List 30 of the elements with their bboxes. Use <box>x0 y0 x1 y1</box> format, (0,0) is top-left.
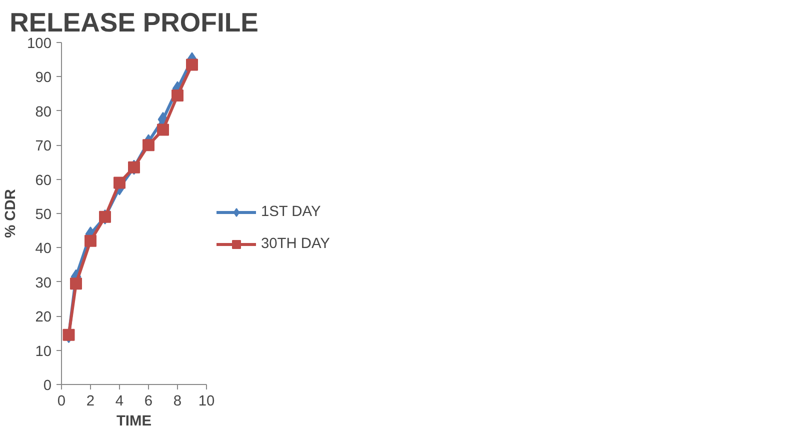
legend-label: 1ST DAY <box>261 204 321 220</box>
y-axis-title: % CDR <box>3 188 20 238</box>
x-tick-label: 6 <box>144 394 153 410</box>
y-tick-label: 80 <box>35 104 52 120</box>
point <box>186 58 198 71</box>
y-tick-label: 60 <box>35 172 52 189</box>
y-tick-label: 100 <box>27 36 52 52</box>
chart-title: RELEASE PROFILE <box>10 8 258 38</box>
y-tick-label: 90 <box>35 70 52 86</box>
y-tick-label: 30 <box>35 275 52 292</box>
point <box>157 124 169 136</box>
y-tick-label: 10 <box>35 344 52 360</box>
y-tick-label: 40 <box>35 241 52 258</box>
y-tick-label: 70 <box>35 138 52 155</box>
x-axis-title: TIME <box>116 414 152 430</box>
legend-label: 30TH DAY <box>261 236 330 252</box>
y-tick-label: 20 <box>35 310 52 326</box>
y-tick-label: 0 <box>43 378 52 394</box>
point <box>62 328 75 341</box>
point <box>114 176 126 189</box>
x-tick-label: 8 <box>173 394 182 410</box>
point <box>172 90 184 102</box>
x-tick-label: 0 <box>57 394 66 410</box>
point <box>84 234 96 247</box>
y-tick-label: 50 <box>35 207 52 223</box>
x-tick-label: 10 <box>198 394 215 410</box>
point <box>142 139 154 152</box>
point <box>70 278 82 290</box>
x-tick-label: 4 <box>115 394 124 410</box>
x-tick-label: 2 <box>86 394 95 410</box>
